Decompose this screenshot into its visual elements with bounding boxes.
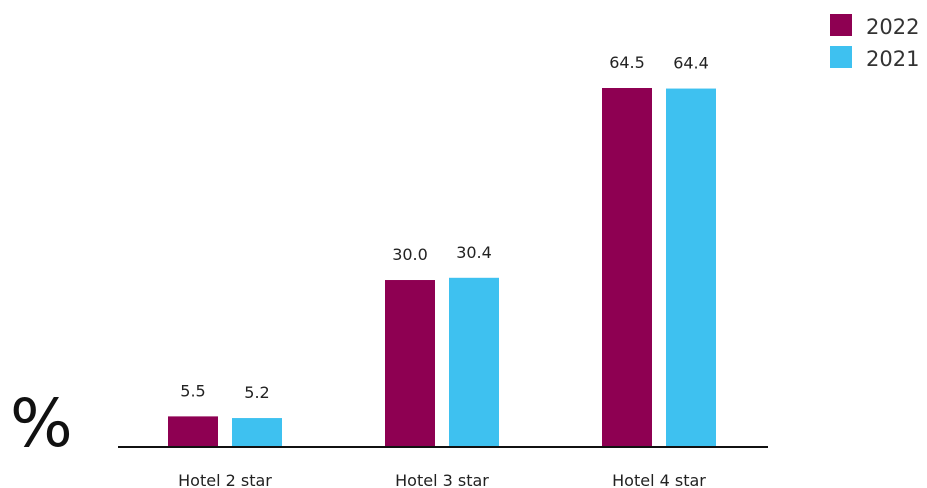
x-tick-labels-group: Hotel 2 star Hotel 3 star Hotel 4 star	[178, 471, 706, 488]
bar-2022-hotel-3-star	[385, 280, 435, 447]
data-label-2021-hotel-4-star: 64.4	[673, 54, 709, 73]
y-unit-label: %	[10, 385, 73, 462]
x-tick-label: Hotel 3 star	[395, 471, 489, 488]
data-label-2022-hotel-3-star: 30.0	[392, 245, 428, 264]
data-label-2021-hotel-2-star: 5.2	[244, 383, 269, 402]
legend: 2022 2021	[830, 14, 919, 71]
bar-2021-hotel-3-star	[449, 277, 499, 447]
bar-2021-hotel-4-star	[666, 88, 716, 448]
data-label-2021-hotel-3-star: 30.4	[456, 243, 492, 262]
value-labels-group: 5.5 5.2 30.0 30.4 64.5 64.4	[180, 53, 709, 402]
bar-2021-hotel-2-star	[232, 418, 282, 447]
bar-2022-hotel-4-star	[602, 88, 652, 447]
legend-label-2022: 2022	[866, 15, 919, 39]
legend-swatch-2022	[830, 14, 852, 36]
bars-group	[168, 88, 716, 448]
x-tick-label: Hotel 2 star	[178, 471, 272, 488]
data-label-2022-hotel-4-star: 64.5	[609, 53, 645, 72]
data-label-2022-hotel-2-star: 5.5	[180, 381, 205, 400]
legend-label-2021: 2021	[866, 47, 919, 71]
bar-2022-hotel-2-star	[168, 416, 218, 447]
legend-swatch-2021	[830, 46, 852, 68]
x-tick-label: Hotel 4 star	[612, 471, 706, 488]
